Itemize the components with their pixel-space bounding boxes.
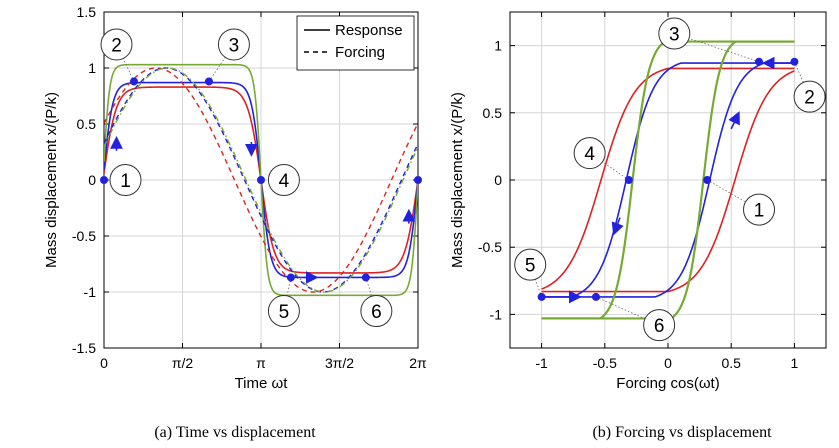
y-tick-label: 0.5 (77, 116, 97, 132)
state-label-6: 6 (654, 316, 665, 337)
x-tick-label: -0.5 (593, 355, 617, 371)
state-label-6-circle (360, 295, 393, 328)
state-marker (257, 176, 265, 184)
x-tick-label: 1 (791, 355, 799, 371)
state-marker (703, 176, 712, 184)
y-tick-label: 1.5 (77, 4, 97, 20)
state-label-1-circle (109, 164, 142, 196)
direction-arrow (728, 111, 740, 130)
y-tick-label: 1 (494, 38, 502, 54)
y-tick-label: -0.5 (72, 228, 96, 244)
y-tick-label: -1 (490, 306, 503, 322)
legend-label: Response (335, 22, 403, 39)
x-tick-label: π (256, 355, 266, 371)
state-label-4-circle (573, 137, 606, 170)
y-tick-label: -0.5 (478, 239, 502, 255)
legend-label: Forcing (335, 44, 385, 61)
state-marker (755, 57, 764, 66)
state-label-6: 6 (371, 302, 382, 323)
state-label-2: 2 (804, 88, 815, 109)
state-marker (591, 292, 600, 301)
state-label-6-circle (643, 309, 676, 342)
y-tick-label: -1 (84, 284, 97, 300)
x-tick-label: 0 (664, 355, 672, 371)
x-axis-label: Time ωt (235, 375, 289, 392)
state-label-2: 2 (111, 35, 122, 56)
state-label-2-circle (793, 80, 826, 113)
state-label-1: 1 (120, 171, 131, 192)
state-marker (100, 176, 108, 184)
state-marker (129, 77, 138, 86)
state-label-4: 4 (279, 171, 290, 192)
x-tick-label: -1 (535, 355, 548, 371)
state-label-3: 3 (229, 35, 240, 56)
direction-arrow (611, 217, 624, 236)
legend: Response Forcing (296, 15, 415, 71)
state-label-1-circle (743, 193, 776, 226)
state-label-4-circle (267, 164, 300, 196)
state-marker (624, 176, 633, 184)
state-label-1: 1 (754, 201, 765, 222)
caption-b: (b) Forcing vs displacement (592, 424, 772, 441)
plot-frame (509, 11, 827, 349)
state-marker (414, 176, 422, 184)
x-tick-label: 0.5 (721, 355, 741, 371)
forcing-curve-3 (104, 67, 418, 293)
loop-falling-1 (541, 62, 795, 298)
y-tick-label: 1 (88, 60, 96, 76)
state-label-5: 5 (525, 256, 536, 277)
state-marker (361, 273, 370, 282)
forcing-curve-4 (104, 67, 418, 293)
loop-rising-1 (541, 62, 795, 298)
y-tick-label: 0 (494, 172, 502, 188)
state-label-2-circle (100, 28, 133, 61)
label-leader (595, 296, 660, 326)
y-tick-label: 0.5 (483, 105, 503, 121)
y-tick-label: -1.5 (72, 340, 96, 356)
y-axis-label: Mass displacement x/(P/k) (449, 92, 466, 268)
label-leader (208, 44, 235, 82)
state-marker (537, 292, 546, 301)
x-tick-label: 0 (100, 355, 108, 371)
panel-time-vs-displacement: 0 π/2 π 3π/2 2π 1.5 1 0.5 0 -0.5 -1 -1.5 Time ωt Mass… (43, 4, 427, 392)
state-label-5-circle (267, 295, 300, 328)
state-marker (286, 273, 295, 282)
x-tick-label: 2π (409, 355, 427, 371)
state-marker (790, 57, 799, 66)
caption-a: (a) Time vs displacement (154, 424, 316, 441)
state-label-5-circle (514, 248, 547, 281)
state-label-3: 3 (669, 25, 680, 46)
state-label-4: 4 (584, 144, 595, 165)
y-tick-label: 0 (88, 172, 96, 188)
state-marker (204, 77, 213, 86)
state-label-5: 5 (279, 302, 290, 323)
state-label-3-circle (658, 17, 691, 50)
x-axis-label: Forcing cos(ωt) (616, 375, 719, 392)
x-tick-label: 3π/2 (325, 355, 354, 371)
panel-forcing-vs-displacement: -1 -0.5 0 0.5 1 1 0.5 0 -0.5 -1 Forcing cos(ωt) Mas… (449, 11, 827, 392)
x-tick-label: π/2 (172, 355, 194, 371)
legend-box (296, 15, 415, 71)
state-label-3-circle (217, 28, 250, 61)
y-axis-label: Mass displacement x/(P/k) (43, 92, 60, 268)
